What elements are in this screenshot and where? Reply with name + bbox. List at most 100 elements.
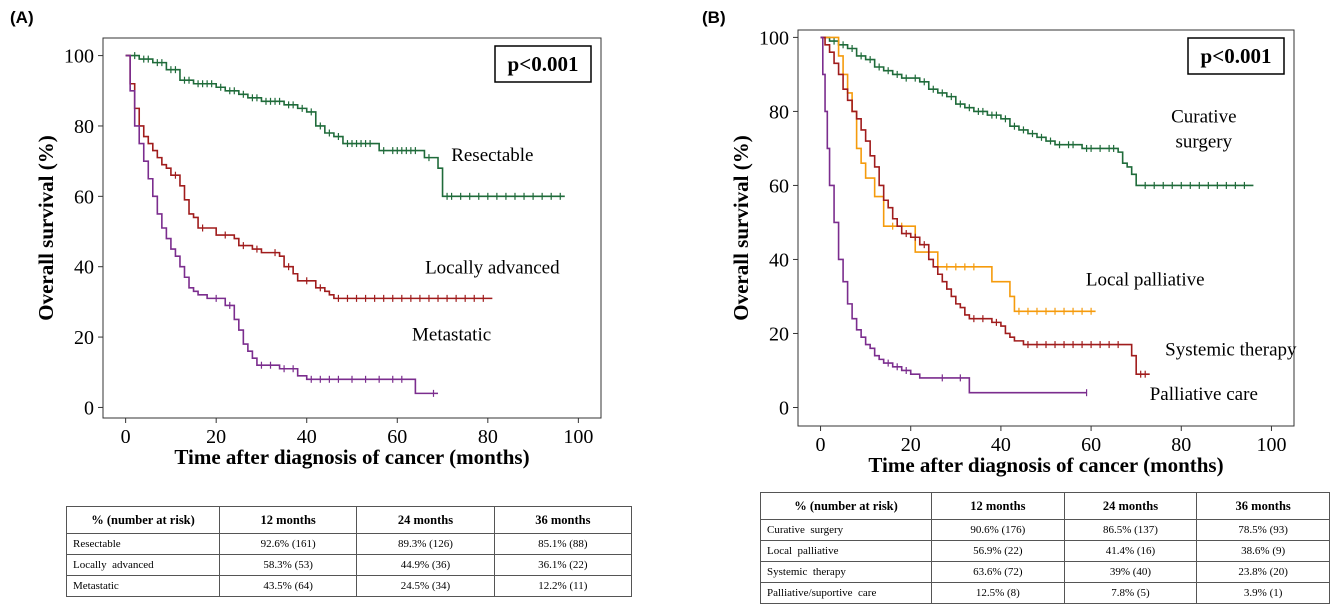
y-tick-label: 80: [74, 116, 94, 138]
series-label: Resectable: [451, 145, 533, 166]
panel-b-label: (B): [702, 8, 726, 27]
survival-curve: [820, 36, 1254, 187]
pvalue-text: p<0.001: [1201, 44, 1272, 68]
row-label: Local palliative: [760, 540, 932, 562]
table-cell: 43.5% (64): [218, 575, 358, 597]
survival-curve: [125, 54, 439, 395]
y-tick-label: 100: [64, 46, 94, 68]
table-row: Systemic therapy 63.6% (72) 39% (40) 23.…: [760, 561, 1330, 583]
y-tick-label: 20: [74, 327, 94, 349]
y-tick-label: 0: [779, 397, 789, 419]
table-row: Curative surgery 90.6% (176) 86.5% (137)…: [760, 519, 1330, 541]
survival-curve: [125, 54, 493, 300]
table-cell: 3.9% (1): [1196, 582, 1330, 604]
table-cell: 7.8% (5): [1063, 582, 1198, 604]
table-cell: 86.5% (137): [1063, 519, 1198, 541]
x-tick-label: 100: [1256, 434, 1286, 456]
table-cell: 92.6% (161): [218, 533, 358, 555]
row-label: Palliative/suportive care: [760, 582, 932, 604]
series-label: Palliative care: [1150, 384, 1258, 405]
y-tick-label: 80: [769, 101, 789, 123]
header-cell: % (number at risk): [760, 492, 932, 520]
risk-table-a: % (number at risk) 12 months 24 months 3…: [66, 506, 633, 597]
series-label: Systemic therapy: [1165, 340, 1297, 361]
table-cell: 89.3% (126): [356, 533, 495, 555]
y-tick-label: 0: [84, 397, 94, 419]
series-label: Local palliative: [1086, 269, 1205, 290]
table-cell: 12.2% (11): [493, 575, 633, 597]
table-row: Palliative/suportive care 12.5% (8) 7.8%…: [760, 582, 1330, 604]
y-tick-label: 60: [769, 175, 789, 197]
x-tick-label: 40: [991, 434, 1011, 456]
y-tick-label: 40: [769, 249, 789, 271]
header-cell: 36 months: [493, 506, 633, 534]
x-tick-label: 20: [901, 434, 921, 456]
panel-a-label: (A): [10, 8, 34, 27]
header-cell: 36 months: [1196, 492, 1330, 520]
series-label: Metastatic: [412, 325, 491, 346]
x-tick-label: 60: [387, 426, 407, 448]
x-axis-label: Time after diagnosis of cancer (months): [174, 445, 529, 469]
plot-frame: [797, 29, 1295, 427]
y-axis-label: Overall survival (%): [729, 135, 753, 320]
x-tick-label: 80: [1171, 434, 1191, 456]
x-tick-label: 0: [816, 434, 826, 456]
table-cell: 36.1% (22): [493, 554, 633, 576]
risk-table-header: % (number at risk) 12 months 24 months 3…: [66, 506, 633, 534]
row-label: Locally advanced: [66, 554, 220, 576]
header-cell: 12 months: [218, 506, 358, 534]
x-tick-label: 100: [563, 426, 593, 448]
header-cell: % (number at risk): [66, 506, 220, 534]
x-tick-label: 60: [1081, 434, 1101, 456]
x-tick-label: 20: [206, 426, 226, 448]
series-label: surgery: [1175, 132, 1232, 153]
table-row: Locally advanced 58.3% (53) 44.9% (36) 3…: [66, 554, 633, 576]
pvalue-text: p<0.001: [508, 52, 579, 76]
risk-table-header: % (number at risk) 12 months 24 months 3…: [760, 492, 1330, 520]
table-cell: 56.9% (22): [931, 540, 1065, 562]
plot-frame: [102, 37, 602, 419]
survival-curve: [820, 36, 1087, 394]
table-cell: 41.4% (16): [1063, 540, 1198, 562]
table-cell: 38.6% (9): [1196, 540, 1330, 562]
x-tick-label: 0: [121, 426, 131, 448]
table-row: Metastatic 43.5% (64) 24.5% (34) 12.2% (…: [66, 575, 633, 597]
table-cell: 23.8% (20): [1196, 561, 1330, 583]
table-cell: 39% (40): [1063, 561, 1198, 583]
table-cell: 90.6% (176): [931, 519, 1065, 541]
y-tick-label: 40: [74, 257, 94, 279]
x-axis-label: Time after diagnosis of cancer (months): [868, 453, 1223, 477]
row-label: Systemic therapy: [760, 561, 932, 583]
y-tick-label: 60: [74, 186, 94, 208]
table-cell: 58.3% (53): [218, 554, 358, 576]
x-tick-label: 40: [297, 426, 317, 448]
km-chart-b: 0 20 40 60 80 100 0 20 40 60 80 100 Time after diagn…: [729, 27, 1297, 477]
survival-curve: [820, 36, 1096, 313]
table-cell: 85.1% (88): [493, 533, 633, 555]
row-label: Metastatic: [66, 575, 220, 597]
table-row: Resectable 92.6% (161) 89.3% (126) 85.1%…: [66, 533, 633, 555]
y-axis-label: Overall survival (%): [34, 135, 58, 320]
y-tick-label: 20: [769, 323, 789, 345]
table-cell: 44.9% (36): [356, 554, 495, 576]
x-tick-label: 80: [478, 426, 498, 448]
pvalue-box: [1187, 37, 1285, 75]
table-cell: 63.6% (72): [931, 561, 1065, 583]
row-label: Resectable: [66, 533, 220, 555]
table-cell: 78.5% (93): [1196, 519, 1330, 541]
survival-curve: [125, 54, 565, 198]
pvalue-box: [494, 45, 592, 83]
series-label: Curative: [1171, 107, 1236, 128]
table-cell: 12.5% (8): [931, 582, 1065, 604]
header-cell: 12 months: [931, 492, 1065, 520]
risk-table-b: % (number at risk) 12 months 24 months 3…: [760, 492, 1330, 604]
header-cell: 24 months: [1063, 492, 1198, 520]
table-cell: 24.5% (34): [356, 575, 495, 597]
survival-curve: [820, 36, 1150, 375]
y-tick-label: 100: [759, 27, 789, 49]
header-cell: 24 months: [356, 506, 495, 534]
row-label: Curative surgery: [760, 519, 932, 541]
series-label: Locally advanced: [425, 258, 560, 279]
table-row: Local palliative 56.9% (22) 41.4% (16) 3…: [760, 540, 1330, 562]
km-chart-a: 0 20 40 60 80 100 0 20 40 60 80 100 Time after diagn…: [34, 37, 602, 469]
